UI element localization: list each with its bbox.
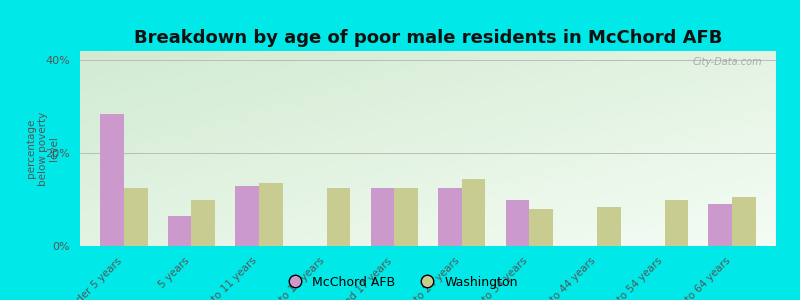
Bar	[259, 183, 282, 246]
Bar	[100, 114, 124, 246]
Bar	[530, 209, 553, 246]
Bar	[665, 200, 688, 246]
Bar	[235, 186, 259, 246]
Bar	[462, 179, 486, 246]
Bar	[370, 188, 394, 246]
Bar	[732, 197, 756, 246]
Legend: McChord AFB, Washington: McChord AFB, Washington	[278, 271, 522, 294]
Y-axis label: percentage
below poverty
level: percentage below poverty level	[26, 111, 59, 186]
Text: City-Data.com: City-Data.com	[693, 57, 762, 67]
Bar	[326, 188, 350, 246]
Bar	[168, 216, 191, 246]
Bar	[394, 188, 418, 246]
Bar	[506, 200, 530, 246]
Bar	[124, 188, 147, 246]
Bar	[438, 188, 462, 246]
Bar	[191, 200, 215, 246]
Bar	[597, 206, 621, 246]
Bar	[709, 204, 732, 246]
Title: Breakdown by age of poor male residents in McChord AFB: Breakdown by age of poor male residents …	[134, 29, 722, 47]
